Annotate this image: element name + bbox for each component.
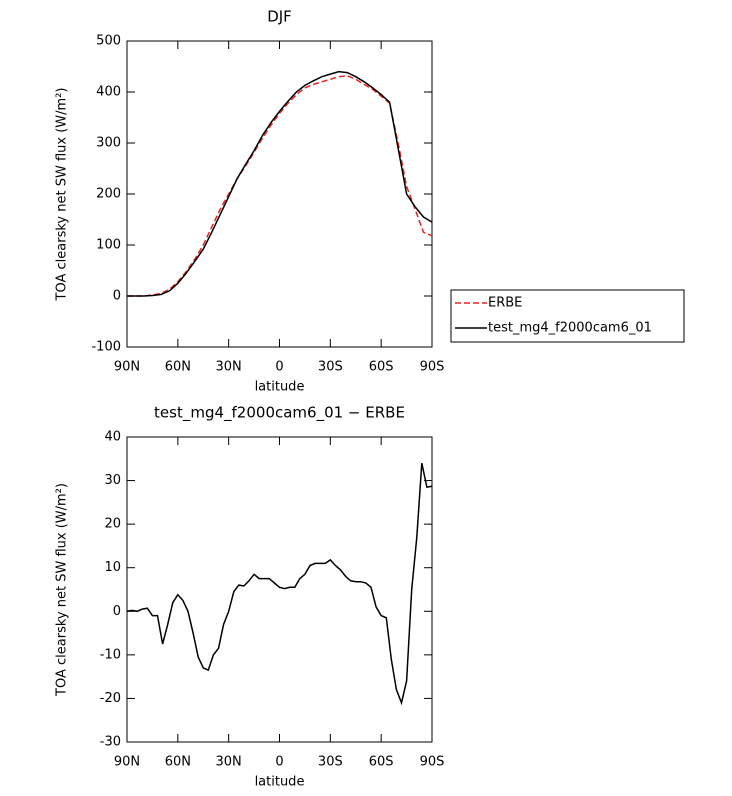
- y-tick-label: 200: [96, 187, 121, 202]
- y-tick-label: -30: [100, 735, 121, 750]
- x-tick-label: 0: [275, 755, 283, 770]
- y-tick-label: 100: [96, 238, 121, 253]
- y-tick-label: 30: [104, 473, 121, 488]
- legend-label: test_mg4_f2000cam6_01: [488, 321, 652, 336]
- plot-frame: [126, 40, 433, 348]
- x-tick-label: 60N: [165, 360, 191, 375]
- y-tick-label: 40: [104, 430, 121, 445]
- data-line: [127, 70, 433, 297]
- legend-label: ERBE: [488, 296, 522, 311]
- y-tick-label: -100: [91, 340, 121, 355]
- y-tick-label: -20: [100, 691, 121, 706]
- x-tick-label: 60N: [165, 755, 191, 770]
- y-tick-label: 500: [96, 34, 121, 49]
- x-tick-label: 30S: [318, 755, 343, 770]
- y-tick-label: 400: [96, 85, 121, 100]
- legend-box: [450, 289, 685, 343]
- y-tick-label: 300: [96, 136, 121, 151]
- x-tick-label: 60S: [369, 360, 394, 375]
- data-line: [126, 462, 433, 706]
- x-tick-label: 90N: [114, 360, 140, 375]
- chart-title: test_mg4_f2000cam6_01 − ERBE: [154, 404, 405, 423]
- x-tick-label: 90S: [420, 360, 445, 375]
- y-axis-label: TOA clearsky net SW flux (W/m²): [55, 88, 70, 302]
- y-tick-label: -10: [100, 647, 121, 662]
- x-tick-label: 90N: [114, 755, 140, 770]
- y-tick-label: 0: [113, 604, 121, 619]
- x-tick-label: 90S: [420, 755, 445, 770]
- x-tick-label: 0: [275, 360, 283, 375]
- x-tick-label: 30N: [216, 360, 242, 375]
- x-tick-label: 30N: [216, 755, 242, 770]
- y-tick-label: 20: [104, 517, 121, 532]
- chart-title: DJF: [267, 8, 292, 26]
- y-axis-label: TOA clearsky net SW flux (W/m²): [55, 483, 70, 697]
- x-tick-label: 60S: [369, 755, 394, 770]
- data-line: [127, 74, 433, 297]
- x-axis-label: latitude: [255, 380, 305, 395]
- plot-frame: [126, 436, 433, 743]
- y-tick-label: 0: [113, 289, 121, 304]
- x-tick-label: 30S: [318, 360, 343, 375]
- x-axis-label: latitude: [255, 775, 305, 790]
- y-tick-label: 10: [104, 560, 121, 575]
